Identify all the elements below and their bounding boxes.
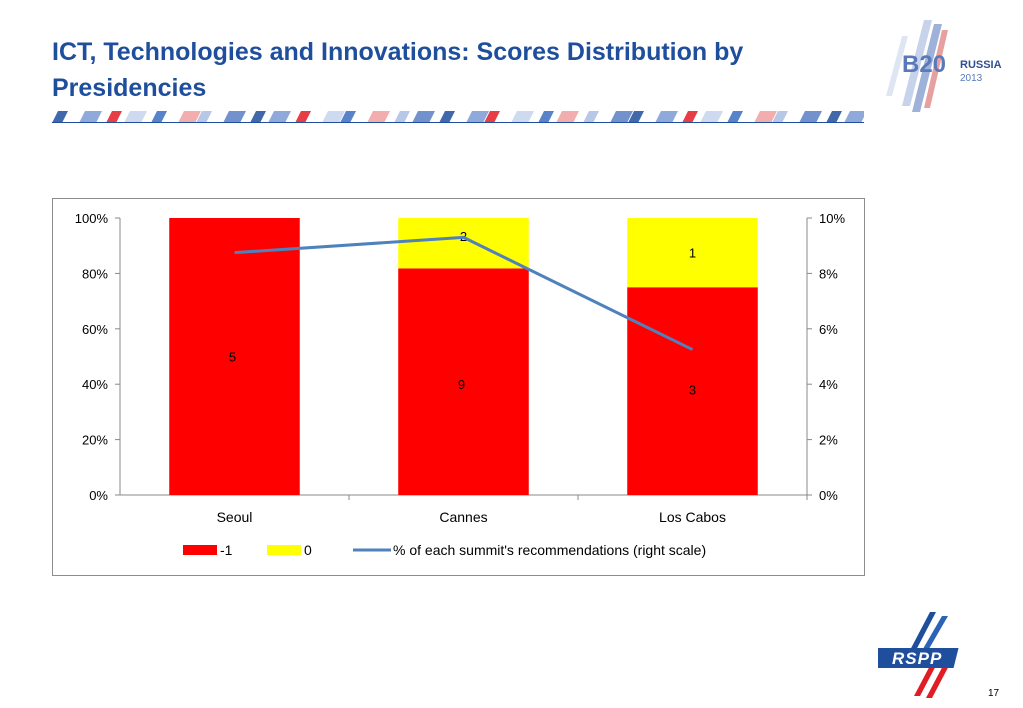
b20-logo-mark: B20	[902, 51, 946, 78]
b20-logo-country: RUSSIA	[960, 59, 1002, 71]
b20-logo-year: 2013	[960, 73, 983, 84]
bar-segment	[398, 268, 529, 495]
b20-logo: B20 RUSSIA 2013	[886, 20, 1002, 112]
x-tick-label: Cannes	[439, 509, 487, 525]
y-right-tick-label: 0%	[819, 488, 838, 503]
decorative-stripe	[52, 111, 864, 123]
data-label: 3	[689, 383, 696, 398]
x-tick-label: Seoul	[217, 509, 253, 525]
legend-label: % of each summit's recommendations (righ…	[393, 542, 706, 558]
page-title: ICT, Technologies and Innovations: Score…	[52, 38, 744, 102]
legend-label: 0	[304, 542, 312, 558]
data-label: 1	[689, 246, 696, 261]
x-tick-label: Los Cabos	[659, 509, 726, 525]
y-right-tick-label: 8%	[819, 266, 838, 281]
legend-swatch	[267, 545, 301, 555]
legend-label: -1	[220, 542, 233, 558]
y-right-tick-label: 2%	[819, 433, 838, 448]
legend-swatch	[183, 545, 217, 555]
bar-segment	[627, 287, 758, 495]
data-label: 9	[458, 377, 465, 392]
bar-segment	[169, 218, 300, 495]
y-right-tick-label: 6%	[819, 322, 838, 337]
bar-segment	[627, 218, 758, 288]
rspp-logo-mark: RSPP	[892, 649, 942, 668]
chart-container: 0% 20% 40% 60% 80% 100% 0% 2% 4% 6% 8% 10% Seoul Cann…	[52, 198, 865, 576]
y-left-tick-label: 0%	[89, 488, 108, 503]
line-series	[234, 235, 694, 351]
y-left-tick-label: 100%	[75, 211, 109, 226]
y-right-tick-label: 4%	[819, 377, 838, 392]
y-left-tick-label: 60%	[82, 322, 108, 337]
y-right-tick-label: 10%	[819, 211, 845, 226]
data-label: 5	[229, 350, 236, 365]
rspp-logo: RSPP	[878, 612, 959, 698]
y-left-tick-label: 40%	[82, 377, 108, 392]
y-left-tick-label: 80%	[82, 266, 108, 281]
page-number: 17	[988, 688, 1000, 699]
stacked-bar-chart: 0% 20% 40% 60% 80% 100% 0% 2% 4% 6% 8% 10% Seoul Cann…	[75, 211, 846, 558]
y-left-tick-label: 20%	[82, 433, 108, 448]
